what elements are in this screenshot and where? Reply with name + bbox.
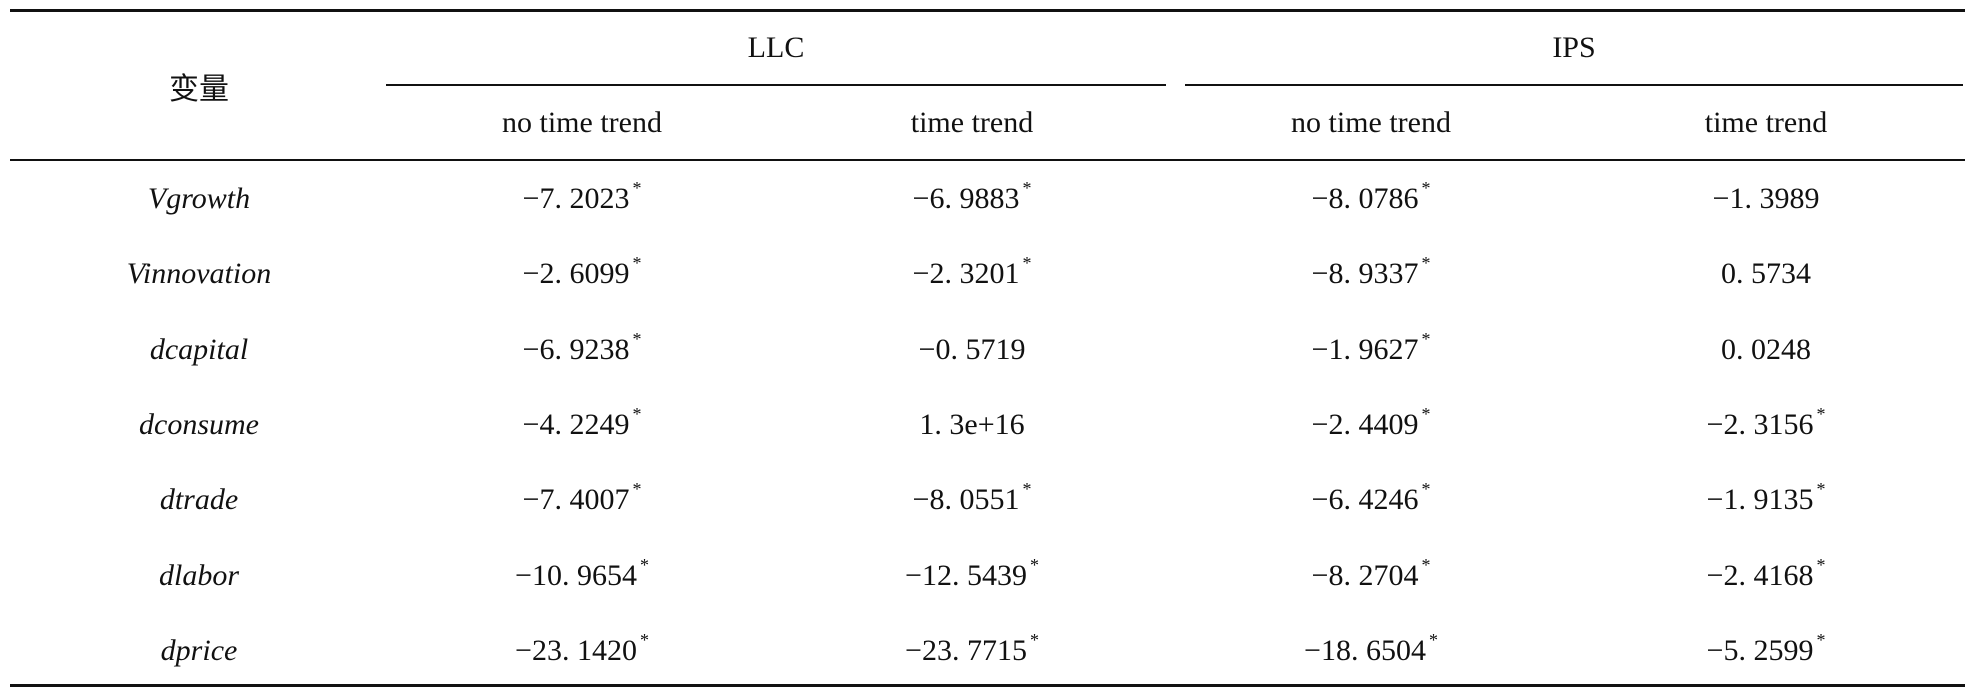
cell: −6. 4246 * [1311,479,1431,517]
cell-value: −23. 7715 [905,633,1027,667]
significance-mark: * [1428,629,1438,650]
cell-value: −8. 9337 [1311,257,1419,291]
cell: −7. 4007 * [522,479,642,517]
significance-mark: * [1816,403,1826,424]
cell-value: −7. 4007 [522,483,630,517]
cell-value: −0. 5719 [918,332,1026,366]
significance-mark: * [632,178,642,198]
significance-mark: * [1029,554,1039,575]
cell: 1. 3e+16 [919,408,1024,442]
cell: −12. 5439 * [905,555,1039,593]
significance-mark: * [632,328,642,349]
significance-mark: * [1816,479,1826,500]
row-label: dlabor [158,558,240,592]
cell: −7. 2023 * [522,178,642,216]
cell: −8. 2704 * [1311,555,1431,593]
significance-mark: * [1421,328,1431,349]
cell-value: −7. 2023 [522,182,630,215]
row-label: Vinnovation [126,257,272,291]
cell-value: −10. 9654 [515,558,637,592]
cell-value: −2. 4409 [1311,407,1419,441]
cell-value: −1. 3989 [1712,182,1820,215]
cell-value: −6. 9238 [522,332,630,366]
group-rule [386,84,1166,86]
cell-value: −5. 2599 [1706,633,1814,667]
row-label: Vgrowth [147,182,251,215]
cell-value: −2. 6099 [522,257,630,291]
cell: 0. 0248 [1721,333,1811,367]
cell: −23. 7715 * [905,630,1039,668]
significance-mark: * [1022,479,1032,500]
cell: −1. 9135 * [1706,479,1826,517]
cell-value: −18. 6504 [1304,633,1426,667]
cell: −8. 9337 * [1311,253,1431,291]
significance-mark: * [632,253,642,274]
row-label: dprice [160,633,238,667]
significance-mark: * [1421,479,1431,500]
cell: −6. 9238 * [522,329,642,367]
significance-mark: * [1022,178,1032,198]
top-rule [10,9,1965,12]
cell-value: 0. 0248 [1721,332,1811,366]
cell-value: −6. 4246 [1311,483,1419,517]
cell: −2. 4409 * [1311,404,1431,442]
cell-value: −12. 5439 [905,558,1027,592]
cell-value: −1. 9135 [1706,483,1814,517]
header-rule [10,159,1965,161]
cell: −18. 6504 * [1304,630,1438,668]
column-header: time trend [1704,106,1828,139]
group-rule [1185,84,1963,86]
cell: −8. 0551 * [912,479,1032,517]
significance-mark: * [1816,554,1826,575]
cell: −1. 3989 [1713,182,1820,216]
cell: −4. 2249 * [522,404,642,442]
cell: −10. 9654 * [515,555,649,593]
row-label: dtrade [159,483,239,517]
cell: −0. 5719 [919,333,1026,367]
column-header: time trend [910,106,1034,139]
group-header: IPS [1552,31,1596,64]
group-header: LLC [747,31,805,64]
cell-value: −8. 0786 [1311,182,1419,215]
cell: −2. 3201 * [912,253,1032,291]
row-label: dconsume [139,407,259,441]
significance-mark: * [639,554,649,575]
cell: −1. 9627 * [1311,329,1431,367]
cell-value: −8. 2704 [1311,558,1419,592]
cell: 0. 5734 [1721,257,1811,291]
column-header: no time trend [502,106,662,139]
cell-value: −2. 3201 [912,257,1020,291]
cell-value: −4. 2249 [522,407,630,441]
significance-mark: * [1421,253,1431,274]
cell-value: 0. 5734 [1721,257,1811,291]
cell: −6. 9883 * [912,178,1032,216]
significance-mark: * [632,479,642,500]
row-label: dcapital [149,332,249,366]
cell: −5. 2599 * [1706,630,1826,668]
cell: −2. 4168 * [1706,555,1826,593]
cell-value: −1. 9627 [1311,332,1419,366]
significance-mark: * [639,629,649,650]
cell-value: −23. 1420 [515,633,637,667]
significance-mark: * [1421,554,1431,575]
column-header: no time trend [1291,106,1451,139]
significance-mark: * [1816,629,1826,650]
cell-value: −2. 4168 [1706,558,1814,592]
significance-mark: * [1421,403,1431,424]
significance-mark: * [1022,253,1032,274]
cell: −2. 3156 * [1706,404,1826,442]
cell-value: −6. 9883 [912,182,1020,215]
cell: −23. 1420 * [515,630,649,668]
significance-mark: * [632,403,642,424]
cell: −8. 0786 * [1311,178,1431,216]
cell-value: 1. 3e+16 [919,407,1025,441]
header-cell: 变量 [169,73,229,106]
cell: −2. 6099 * [522,253,642,291]
significance-mark: * [1421,178,1431,198]
bottom-rule [10,684,1965,687]
significance-mark: * [1029,629,1039,650]
cell-value: −8. 0551 [912,483,1020,517]
cell-value: −2. 3156 [1706,407,1814,441]
